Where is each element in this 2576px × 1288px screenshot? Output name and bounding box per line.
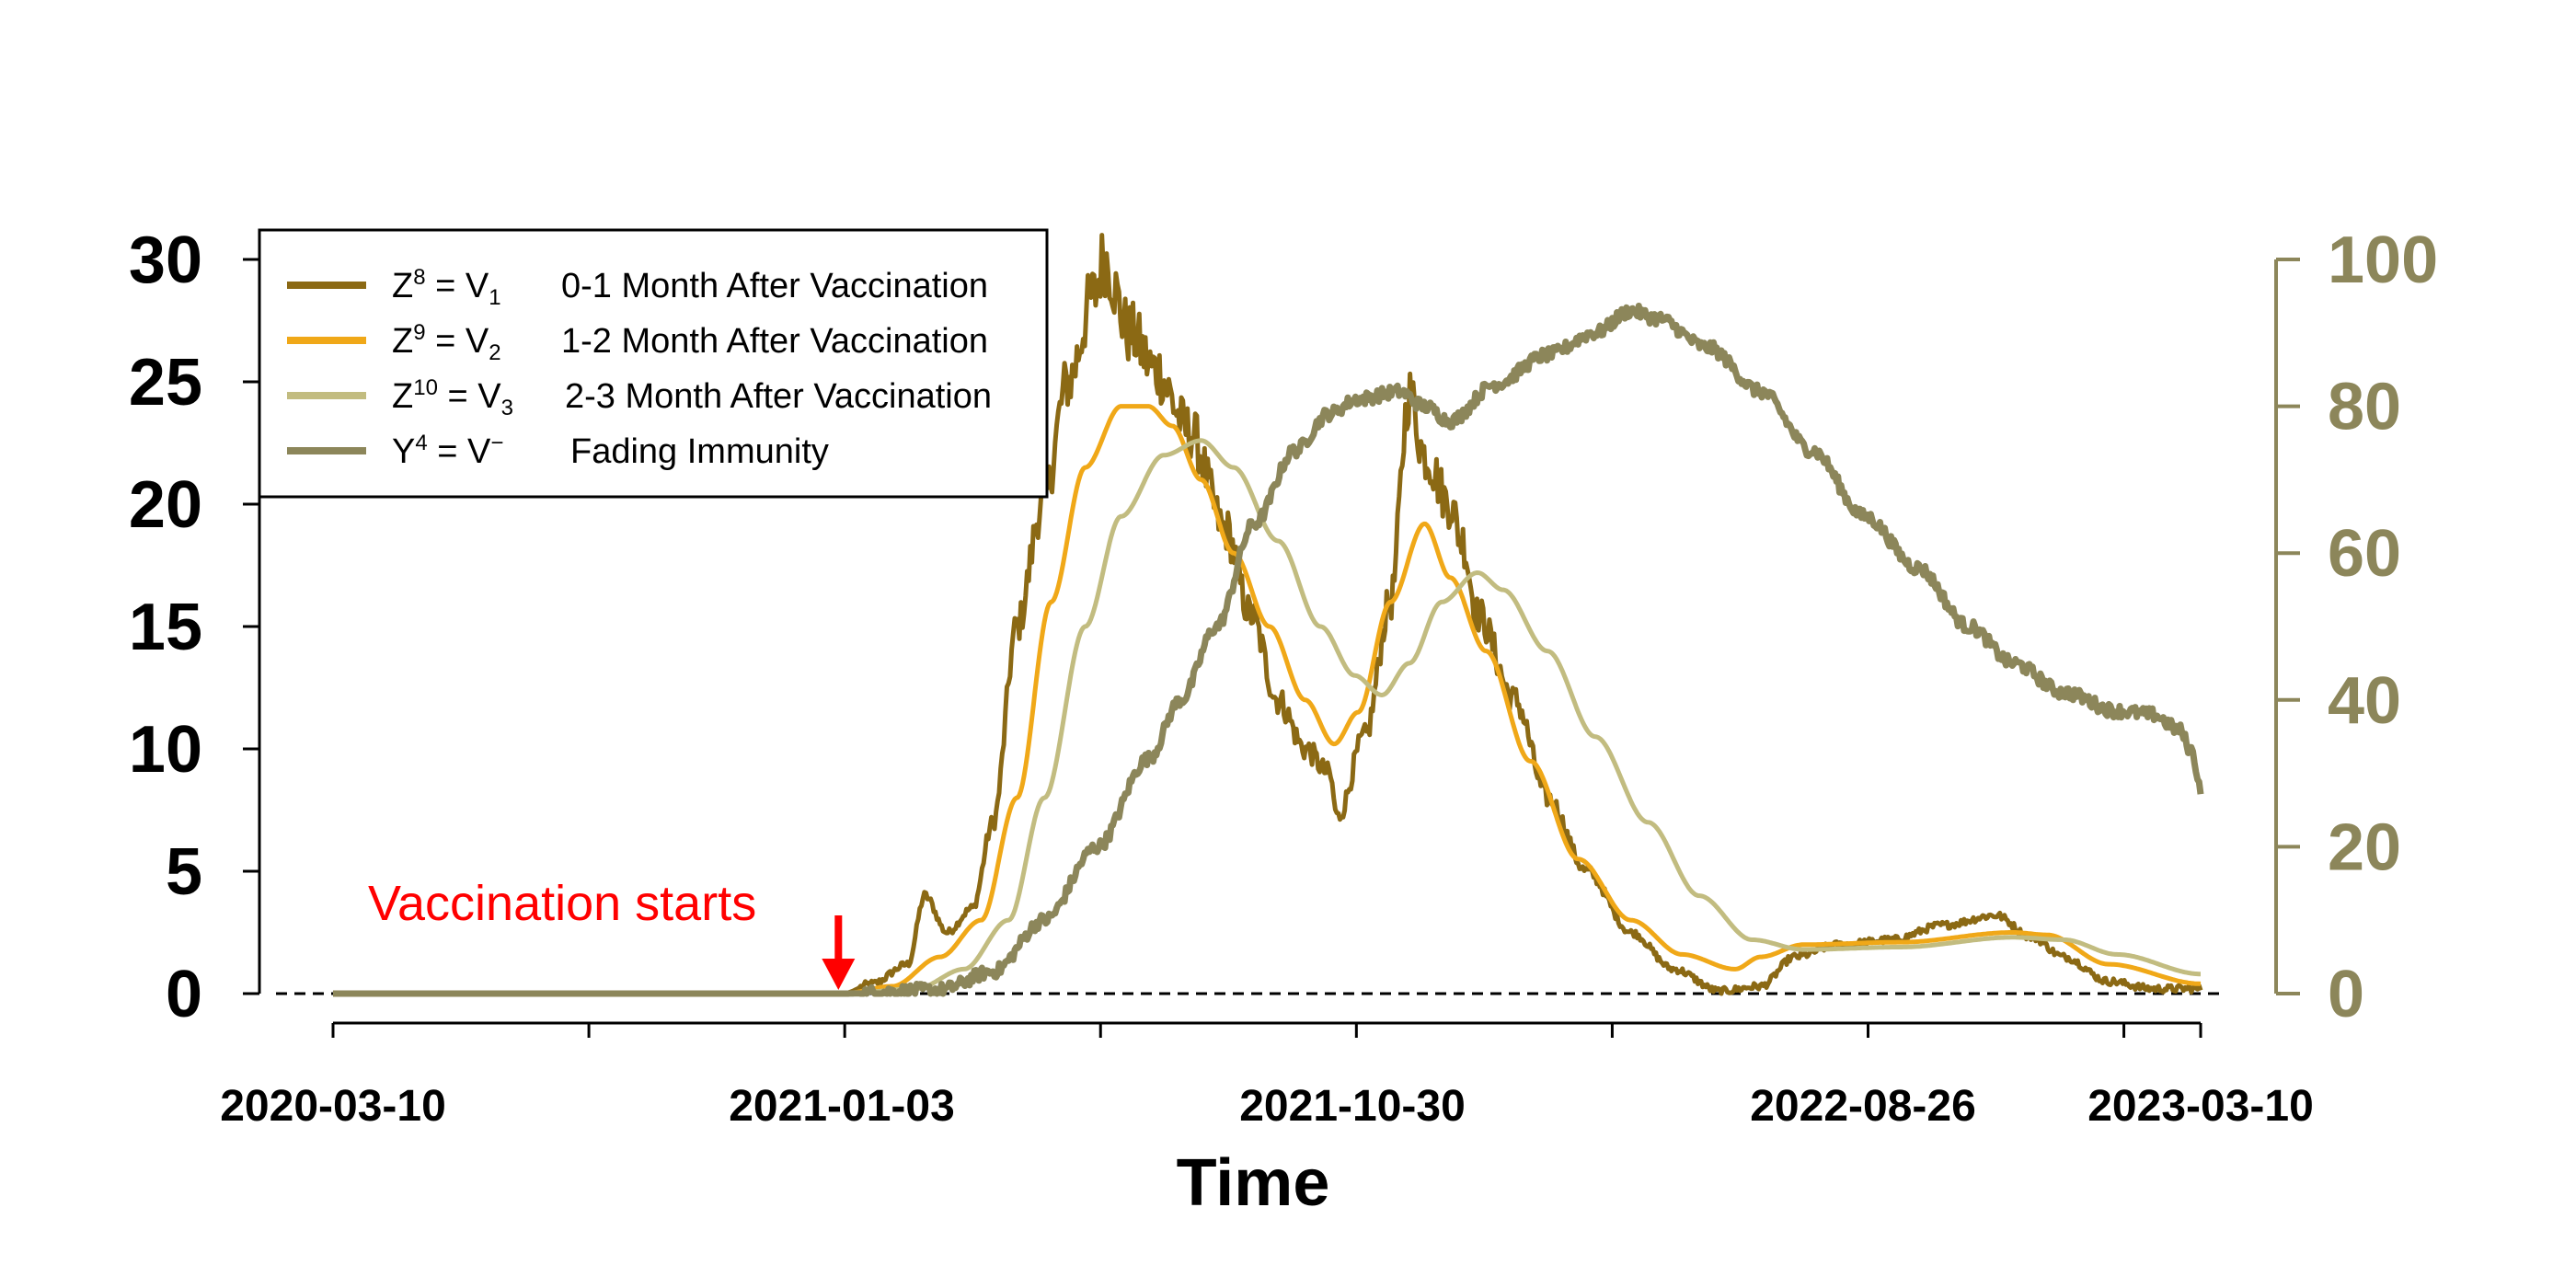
y-left-tick-label: 15: [129, 591, 202, 664]
legend-label: Z10 = V3: [392, 375, 513, 420]
y-left-tick-label: 25: [129, 346, 202, 420]
legend-description: 2-3 Month After Vaccination: [565, 377, 992, 416]
annotation: Vaccination starts: [368, 876, 856, 990]
legend-description: 0-1 Month After Vaccination: [561, 267, 988, 305]
series-line-4: [331, 303, 2204, 997]
x-axis-title: Time: [1177, 1146, 1330, 1220]
y-left-tick-label: 20: [129, 468, 202, 542]
y-right-tick-label: 80: [2328, 371, 2401, 444]
legend-label: Z8 = V1: [392, 265, 501, 310]
x-tick-label: 2022-08-26: [1750, 1082, 1976, 1131]
annotation-text: Vaccination starts: [368, 876, 756, 931]
legend-label: Y4 = V−: [392, 431, 503, 471]
y-left-tick-label: 30: [129, 224, 202, 297]
x-tick-label: 2023-03-10: [2087, 1082, 2314, 1131]
x-tick-label: 2021-01-03: [729, 1082, 955, 1131]
y-left-tick-label: 0: [166, 958, 202, 1031]
y-right-tick-label: 0: [2328, 958, 2364, 1031]
y-left-tick-label: 10: [129, 713, 202, 787]
legend-description: 1-2 Month After Vaccination: [561, 322, 988, 361]
y-right-tick-label: 20: [2328, 811, 2401, 884]
y-right-tick-label: 40: [2328, 664, 2401, 738]
x-tick-label: 2021-10-30: [1239, 1082, 1466, 1131]
y-right-tick-label: 60: [2328, 517, 2401, 591]
axes: 0 5 10 15 20 25 30 0 20 40 60 80 100 2020-03-10 2021-0…: [129, 224, 2438, 1220]
y-right-tick-label: 100: [2328, 224, 2438, 297]
legend: Z8 = V1 0-1 Month After Vaccination Z9 = …: [258, 228, 1049, 499]
legend-box: [258, 228, 1049, 499]
y-left-tick-label: 5: [166, 835, 202, 909]
x-tick-label: 2020-03-10: [220, 1082, 446, 1131]
legend-description: Fading Immunity: [570, 432, 829, 471]
plot-lines: [276, 233, 2226, 997]
annotation-arrow-head: [822, 959, 856, 990]
legend-label: Z9 = V2: [392, 320, 501, 365]
